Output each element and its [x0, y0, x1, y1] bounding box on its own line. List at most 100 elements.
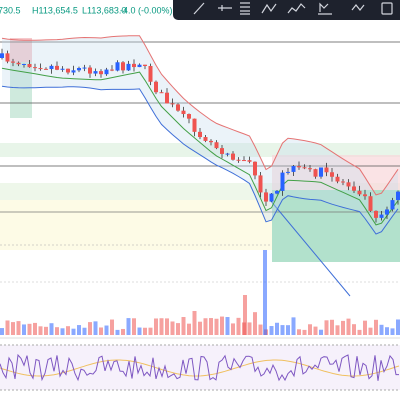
- volume-bar: [176, 323, 180, 335]
- volume-bar: [379, 324, 384, 335]
- volume-bar: [302, 329, 307, 335]
- volume-bar: [104, 325, 109, 335]
- candle-body: [324, 167, 329, 173]
- candle-body: [396, 191, 400, 201]
- volume-bar: [368, 327, 373, 335]
- candle-body: [33, 67, 37, 69]
- volume-bar: [214, 318, 219, 335]
- volume-bar: [297, 329, 301, 335]
- candle-body: [143, 64, 147, 67]
- volume-bar: [126, 318, 131, 335]
- candle-body: [181, 110, 186, 115]
- candle-body: [38, 68, 43, 70]
- candle-body: [220, 148, 224, 154]
- candle-body: [104, 69, 109, 75]
- volume-bar: [99, 327, 103, 335]
- position-zone: [10, 38, 32, 62]
- volume-bar: [236, 317, 241, 335]
- volume-bar: [165, 318, 169, 335]
- tool-line[interactable]: [193, 2, 205, 15]
- candle-body: [126, 63, 131, 71]
- candle-body: [170, 103, 175, 105]
- candle-body: [0, 53, 4, 58]
- tool-brush[interactable]: [351, 4, 365, 11]
- volume-bar: [286, 325, 290, 335]
- volume-bar: [390, 328, 395, 335]
- header-high: H113,654.5: [32, 5, 78, 15]
- volume-bar: [71, 328, 76, 335]
- tool-fib[interactable]: [240, 2, 250, 15]
- volume-bar: [385, 327, 389, 335]
- volume-bar: [203, 318, 208, 335]
- volume-bar: [33, 322, 37, 335]
- upper-band: [1, 35, 399, 196]
- candle-body: [44, 68, 48, 70]
- volume-bar: [11, 322, 15, 335]
- position-zone: [10, 62, 32, 118]
- tool-lock[interactable]: [381, 2, 393, 15]
- volume-bar: [22, 324, 26, 335]
- volume-bar: [143, 327, 147, 335]
- candle-body: [165, 92, 169, 104]
- volume-bar: [93, 321, 98, 335]
- candle-body: [363, 194, 367, 197]
- volume-bar: [357, 329, 362, 335]
- volume-bar: [49, 323, 54, 335]
- candle-body: [352, 186, 356, 191]
- volume-bar: [137, 327, 142, 335]
- volume-bar: [275, 322, 279, 335]
- candle-body: [374, 210, 378, 218]
- tool-pattern[interactable]: [261, 3, 277, 14]
- candle-body: [231, 153, 235, 160]
- volume-bar: [280, 325, 285, 335]
- drawing-toolbar: [173, 0, 400, 20]
- candle-body: [214, 142, 219, 149]
- candle-body: [88, 67, 92, 74]
- candle-body: [5, 53, 10, 62]
- candle-body: [115, 62, 120, 71]
- volume-bar: [82, 327, 87, 335]
- tool-elliott[interactable]: [287, 3, 306, 14]
- candle-body: [264, 192, 268, 202]
- candle-body: [341, 181, 345, 183]
- candle-body: [379, 214, 384, 218]
- candle-body: [66, 68, 70, 73]
- green-band: [0, 143, 400, 157]
- volume-bar: [115, 329, 120, 335]
- backdrop: [0, 38, 400, 390]
- volume-bar: [335, 325, 340, 335]
- volume-bar: [121, 328, 125, 335]
- candle-body: [192, 118, 197, 132]
- candle-body: [280, 172, 285, 191]
- moving-average: [1, 67, 399, 226]
- candle-body: [198, 131, 202, 138]
- volume-bar: [66, 326, 70, 335]
- tool-projection[interactable]: [318, 2, 332, 15]
- volume-bar: [231, 323, 235, 335]
- toolbar-bg: [173, 0, 400, 20]
- candle-body: [291, 166, 296, 172]
- volume-bar: [77, 325, 81, 335]
- candle-body: [11, 61, 15, 63]
- yellow-zone: [0, 200, 272, 250]
- candle-body: [286, 171, 290, 173]
- candle-body: [335, 176, 340, 182]
- volume-bar: [170, 321, 175, 335]
- candle-body: [302, 167, 307, 169]
- candle-body: [253, 161, 257, 176]
- volume-bar: [0, 328, 4, 335]
- volume-bar: [192, 310, 197, 335]
- candle-body: [49, 65, 54, 70]
- candle-body: [297, 166, 301, 168]
- candle-body: [55, 65, 59, 70]
- candle-body: [110, 69, 114, 71]
- candle-body: [385, 209, 389, 215]
- volume-bar: [319, 329, 323, 335]
- volume-bar: [209, 318, 213, 335]
- tool-ray[interactable]: [218, 5, 232, 11]
- candle-body: [346, 182, 351, 187]
- long-position-zone: [272, 190, 400, 262]
- volume-spike: [263, 250, 267, 335]
- volume-bar: [330, 319, 334, 335]
